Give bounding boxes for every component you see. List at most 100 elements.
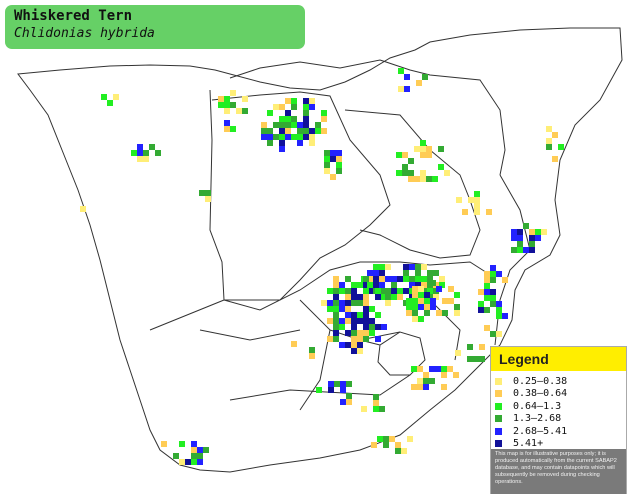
grid-cell [423, 372, 429, 378]
border-south-africa-north [223, 261, 496, 311]
grid-cell [511, 229, 517, 235]
grid-cell [406, 310, 412, 316]
grid-cell [149, 144, 155, 150]
grid-cell [309, 140, 315, 146]
grid-cell [321, 116, 327, 122]
grid-cell [529, 241, 535, 247]
grid-cell [490, 265, 496, 271]
grid-cell [324, 156, 330, 162]
grid-cell [330, 150, 336, 156]
grid-cell [408, 176, 414, 182]
grid-cell [418, 316, 424, 322]
grid-cell [357, 330, 363, 336]
grid-cell [224, 126, 230, 132]
grid-cell [309, 347, 315, 353]
grid-cell [415, 264, 421, 270]
grid-cell [230, 90, 236, 96]
grid-cell [363, 318, 369, 324]
grid-cell [484, 325, 490, 331]
grid-cell [273, 134, 279, 140]
grid-cell [173, 453, 179, 459]
grid-cell [303, 104, 309, 110]
grid-cell [197, 447, 203, 453]
grid-cell [379, 276, 385, 282]
grid-cell [333, 306, 339, 312]
grid-cell [131, 150, 137, 156]
grid-cell [291, 341, 297, 347]
grid-cell [385, 294, 391, 300]
grid-cell [418, 286, 424, 292]
grid-cell [391, 282, 397, 288]
grid-cell [309, 104, 315, 110]
grid-cell [467, 356, 473, 362]
grid-cell [285, 98, 291, 104]
grid-cell [375, 294, 381, 300]
grid-cell [474, 191, 480, 197]
grid-cell [439, 282, 445, 288]
grid-cell [412, 304, 418, 310]
grid-cell [334, 381, 340, 387]
grid-cell [363, 294, 369, 300]
grid-cell [496, 331, 502, 337]
grid-cell [415, 276, 421, 282]
grid-cell [433, 270, 439, 276]
grid-cell [309, 353, 315, 359]
grid-cell [297, 134, 303, 140]
grid-cell [351, 312, 357, 318]
grid-cell [427, 288, 433, 294]
grid-cell [339, 342, 345, 348]
legend-label: 1.3–2.68 [513, 413, 562, 425]
grid-cell [403, 276, 409, 282]
grid-cell [327, 306, 333, 312]
grid-cell [137, 144, 143, 150]
legend-swatch [495, 415, 502, 423]
grid-cell [375, 312, 381, 318]
grid-cell [430, 280, 436, 286]
grid-cell [478, 289, 484, 295]
grid-cell [411, 366, 417, 372]
grid-cell [346, 399, 352, 405]
grid-cell [297, 128, 303, 134]
grid-cell [412, 310, 418, 316]
border-namibia-east [149, 89, 225, 331]
grid-cell [309, 128, 315, 134]
grid-cell [396, 170, 402, 176]
grid-cell [279, 122, 285, 128]
grid-cell [363, 324, 369, 330]
grid-cell [417, 378, 423, 384]
grid-cell [218, 96, 224, 102]
grid-cell [236, 108, 242, 114]
grid-cell [546, 144, 552, 150]
grid-cell [546, 126, 552, 132]
grid-cell [205, 196, 211, 202]
grid-cell [418, 292, 424, 298]
grid-cell [444, 170, 450, 176]
grid-cell [303, 134, 309, 140]
grid-cell [423, 384, 429, 390]
grid-cell [448, 298, 454, 304]
grid-cell [484, 295, 490, 301]
grid-cell [303, 122, 309, 128]
grid-cell [523, 223, 529, 229]
grid-cell [424, 298, 430, 304]
grid-cell [339, 300, 345, 306]
grid-cell [373, 406, 379, 412]
grid-cell [357, 294, 363, 300]
grid-cell [502, 313, 508, 319]
grid-cell [546, 138, 552, 144]
grid-cell [529, 229, 535, 235]
grid-cell [279, 116, 285, 122]
grid-cell [379, 406, 385, 412]
grid-cell [315, 128, 321, 134]
grid-cell [367, 288, 373, 294]
grid-cell [535, 235, 541, 241]
grid-cell [339, 324, 345, 330]
grid-cell [427, 276, 433, 282]
grid-cell [137, 150, 143, 156]
grid-cell [375, 288, 381, 294]
grid-cell [373, 394, 379, 400]
grid-cell [191, 447, 197, 453]
grid-cell [402, 170, 408, 176]
grid-cell [474, 197, 480, 203]
